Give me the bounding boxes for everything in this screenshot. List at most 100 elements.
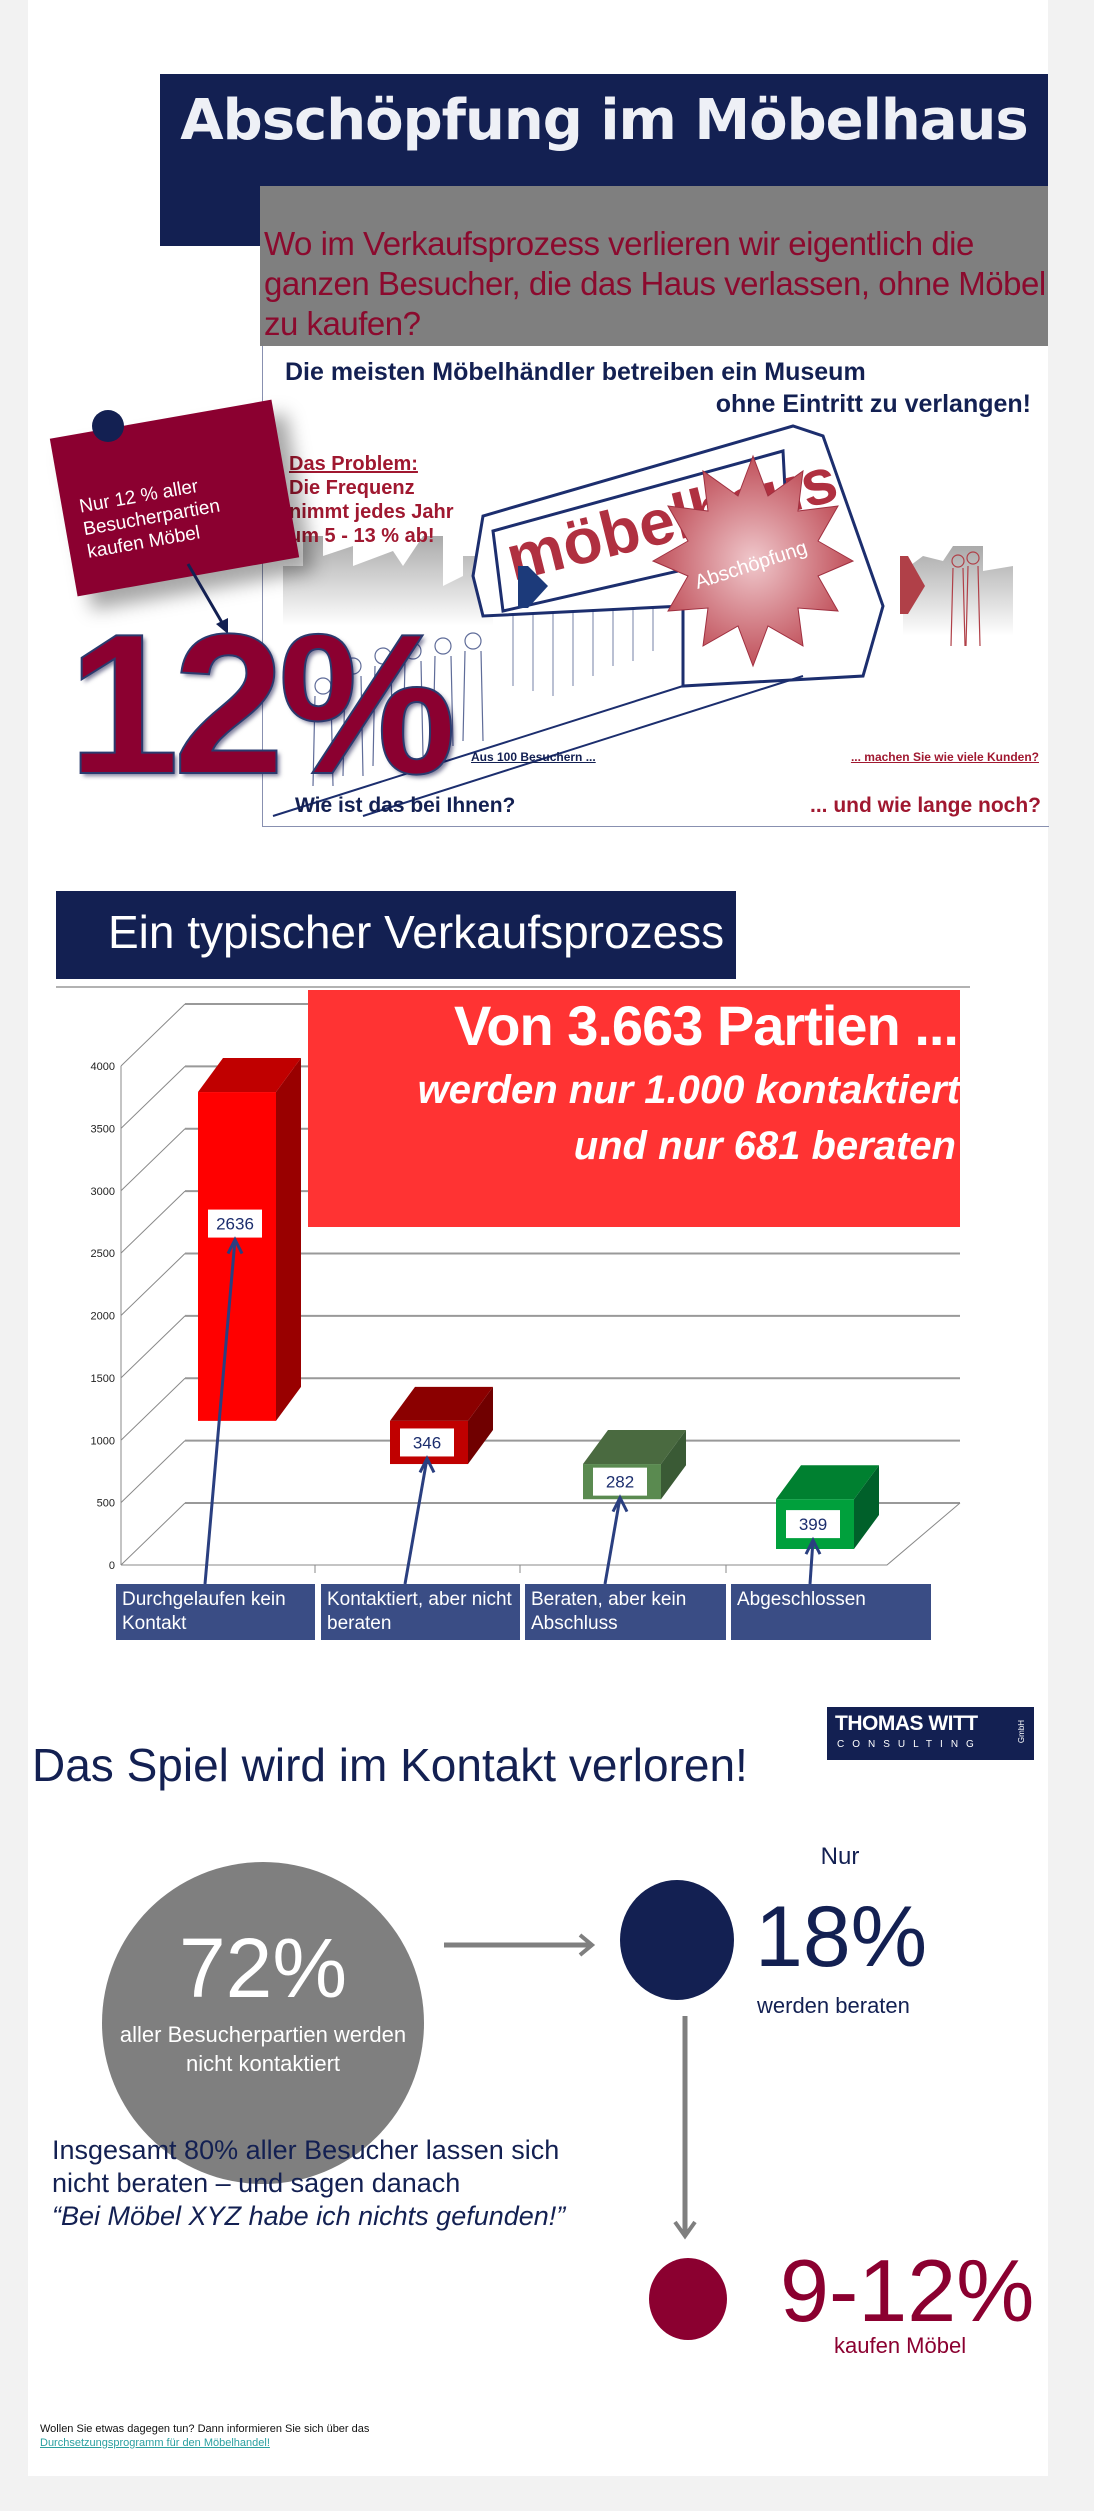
gridline-slant <box>120 1003 186 1067</box>
arrow-out-icon <box>908 556 925 614</box>
data-label: 346 <box>413 1433 441 1452</box>
pointer-arrow <box>203 1239 237 1585</box>
arrow-in-icon <box>528 566 548 608</box>
floor-edge <box>121 1502 961 1566</box>
skyline <box>283 536 493 626</box>
question-box <box>260 186 1048 346</box>
stat3-value: 9-12% <box>780 2241 1035 2340</box>
problem-line: Die Frequenz <box>289 477 415 499</box>
illus-headline-1: Die meisten Möbelhändler betreiben ein M… <box>285 358 866 386</box>
stat-circle-gray <box>102 1862 424 2184</box>
bar-top <box>776 1465 879 1500</box>
gridline-slant <box>120 1066 186 1129</box>
y-tick-label: 3000 <box>91 1186 115 1198</box>
y-tick-label: 3500 <box>91 1123 115 1135</box>
section3-title: Das Spiel wird im Kontakt verloren! <box>32 1739 748 1791</box>
y-tick-label: 2500 <box>91 1248 115 1260</box>
y-tick-label: 0 <box>109 1560 115 1572</box>
skyline-right <box>903 546 1013 636</box>
program-link[interactable]: Durchsetzungsprogramm für den Möbelhande… <box>40 2437 270 2449</box>
y-tick-label: 1000 <box>91 1435 115 1447</box>
stat-circle-maroon <box>649 2258 727 2340</box>
gridline-slant <box>120 1253 186 1316</box>
caption-left: Aus 100 Besuchern ... <box>471 750 596 764</box>
stat1-value: 72% <box>178 1921 348 2015</box>
gridline-slant <box>120 1315 186 1379</box>
stat1-text: aller Besucherpartien werden nicht konta… <box>119 2022 407 2076</box>
stat-circle-navy <box>620 1880 734 2000</box>
store-drawing: möbelhaus Abschöpfung <box>272 424 1013 817</box>
overlay-line-2: werden nur 1.000 kontaktiert <box>417 1068 960 1112</box>
pointer-arrowhead <box>418 1455 436 1474</box>
pointer-arrow <box>603 1497 622 1585</box>
category-label: Durchgelaufen kein Kontakt <box>116 1584 315 1640</box>
data-label-box <box>400 1428 454 1457</box>
gridline-slant <box>120 1377 186 1441</box>
overlay-callout <box>308 990 960 1227</box>
gridline-slant <box>120 1502 186 1566</box>
data-label-box <box>786 1510 840 1539</box>
summary-quote: “Bei Möbel XYZ habe ich nichts gefunden!… <box>52 2201 566 2231</box>
building-stripes <box>512 606 654 696</box>
bar-top <box>198 1058 301 1093</box>
starburst-shape <box>651 454 855 668</box>
walkway <box>272 675 804 817</box>
pointer-arrowhead <box>226 1236 244 1255</box>
pointer-arrowhead <box>611 1494 629 1513</box>
data-label: 399 <box>799 1515 827 1534</box>
bar-side <box>854 1465 879 1549</box>
caption-right: ... machen Sie wie viele Kunden? <box>850 750 1039 764</box>
stat2-text: werden beraten <box>757 1993 910 2018</box>
footer-text: Wollen Sie etwas dagegen tun? Dann infor… <box>40 2423 370 2435</box>
question-left: Wie ist das bei Ihnen? <box>295 794 516 817</box>
bar-top <box>583 1430 686 1465</box>
category-label: Kontaktiert, aber nicht beraten <box>321 1584 520 1640</box>
question-right: ... und wie lange noch? <box>809 794 1041 817</box>
data-label-box <box>593 1467 647 1496</box>
y-tick-label: 4000 <box>91 1061 115 1073</box>
bar-side <box>661 1430 686 1500</box>
category-label: Beraten, aber kein Abschluss <box>525 1584 726 1640</box>
bar-top <box>390 1386 493 1421</box>
section2-title: Ein typischer Verkaufsprozess <box>108 906 725 958</box>
bar <box>198 1092 276 1421</box>
problem-line: nimmt jedes Jahr <box>289 501 454 523</box>
problem-line: um 5 - 13 % ab! <box>289 525 435 547</box>
y-tick-label: 500 <box>97 1498 115 1510</box>
illus-headline-2: ohne Eintritt zu verlangen! <box>715 390 1031 418</box>
pointer-arrowhead <box>804 1536 822 1555</box>
arrow-down-icon <box>673 2016 697 2240</box>
leaving-customers <box>950 551 981 647</box>
note-arrow-icon <box>186 563 228 634</box>
pointer-arrow <box>403 1458 429 1585</box>
data-label: 2636 <box>216 1215 254 1234</box>
overlay-line-1: Von 3.663 Partien ... <box>454 994 959 1057</box>
category-label: Abgeschlossen <box>731 1584 931 1640</box>
summary-text: Insgesamt 80% aller Besucher lassen sich… <box>52 2134 572 2233</box>
data-label: 282 <box>606 1473 634 1492</box>
stat2-prefix: Nur <box>820 1843 860 1870</box>
bar-side <box>468 1386 493 1465</box>
logo-main: THOMAS WITT <box>835 1712 978 1735</box>
y-tick-label: 2000 <box>91 1311 115 1323</box>
problem-title: Das Problem: <box>289 453 418 475</box>
company-logo: THOMAS WITT CONSULTING GmbH <box>827 1707 1034 1760</box>
question-text: Wo im Verkaufsprozess verlieren wir eige… <box>264 225 1046 342</box>
store-illustration: möbelhaus Abschöpfung Die meisten Möbelh… <box>262 346 1049 827</box>
stat2-value: 18% <box>755 1889 928 1985</box>
overlay-line-3: und nur 681 beraten <box>573 1124 956 1168</box>
page-title: Abschöpfung im Möbelhaus <box>180 88 1028 153</box>
arrow-right-icon <box>444 1933 596 1957</box>
y-tick-label: 1500 <box>91 1373 115 1385</box>
footer: Wollen Sie etwas dagegen tun? Dann infor… <box>40 2422 369 2450</box>
logo-suffix: GmbH <box>1017 1719 1027 1744</box>
summary-body: Insgesamt 80% aller Besucher lassen sich… <box>52 2135 560 2198</box>
big-percent: 12% <box>67 592 457 817</box>
problem-block: Das Problem: Die Frequenz nimmt jedes Ja… <box>289 452 454 548</box>
gridline-slant <box>120 1128 186 1192</box>
data-label-box <box>208 1209 262 1238</box>
crowd <box>312 632 484 787</box>
bar-side <box>276 1058 301 1421</box>
logo-sub: CONSULTING <box>837 1739 982 1750</box>
pin-icon <box>92 410 124 442</box>
